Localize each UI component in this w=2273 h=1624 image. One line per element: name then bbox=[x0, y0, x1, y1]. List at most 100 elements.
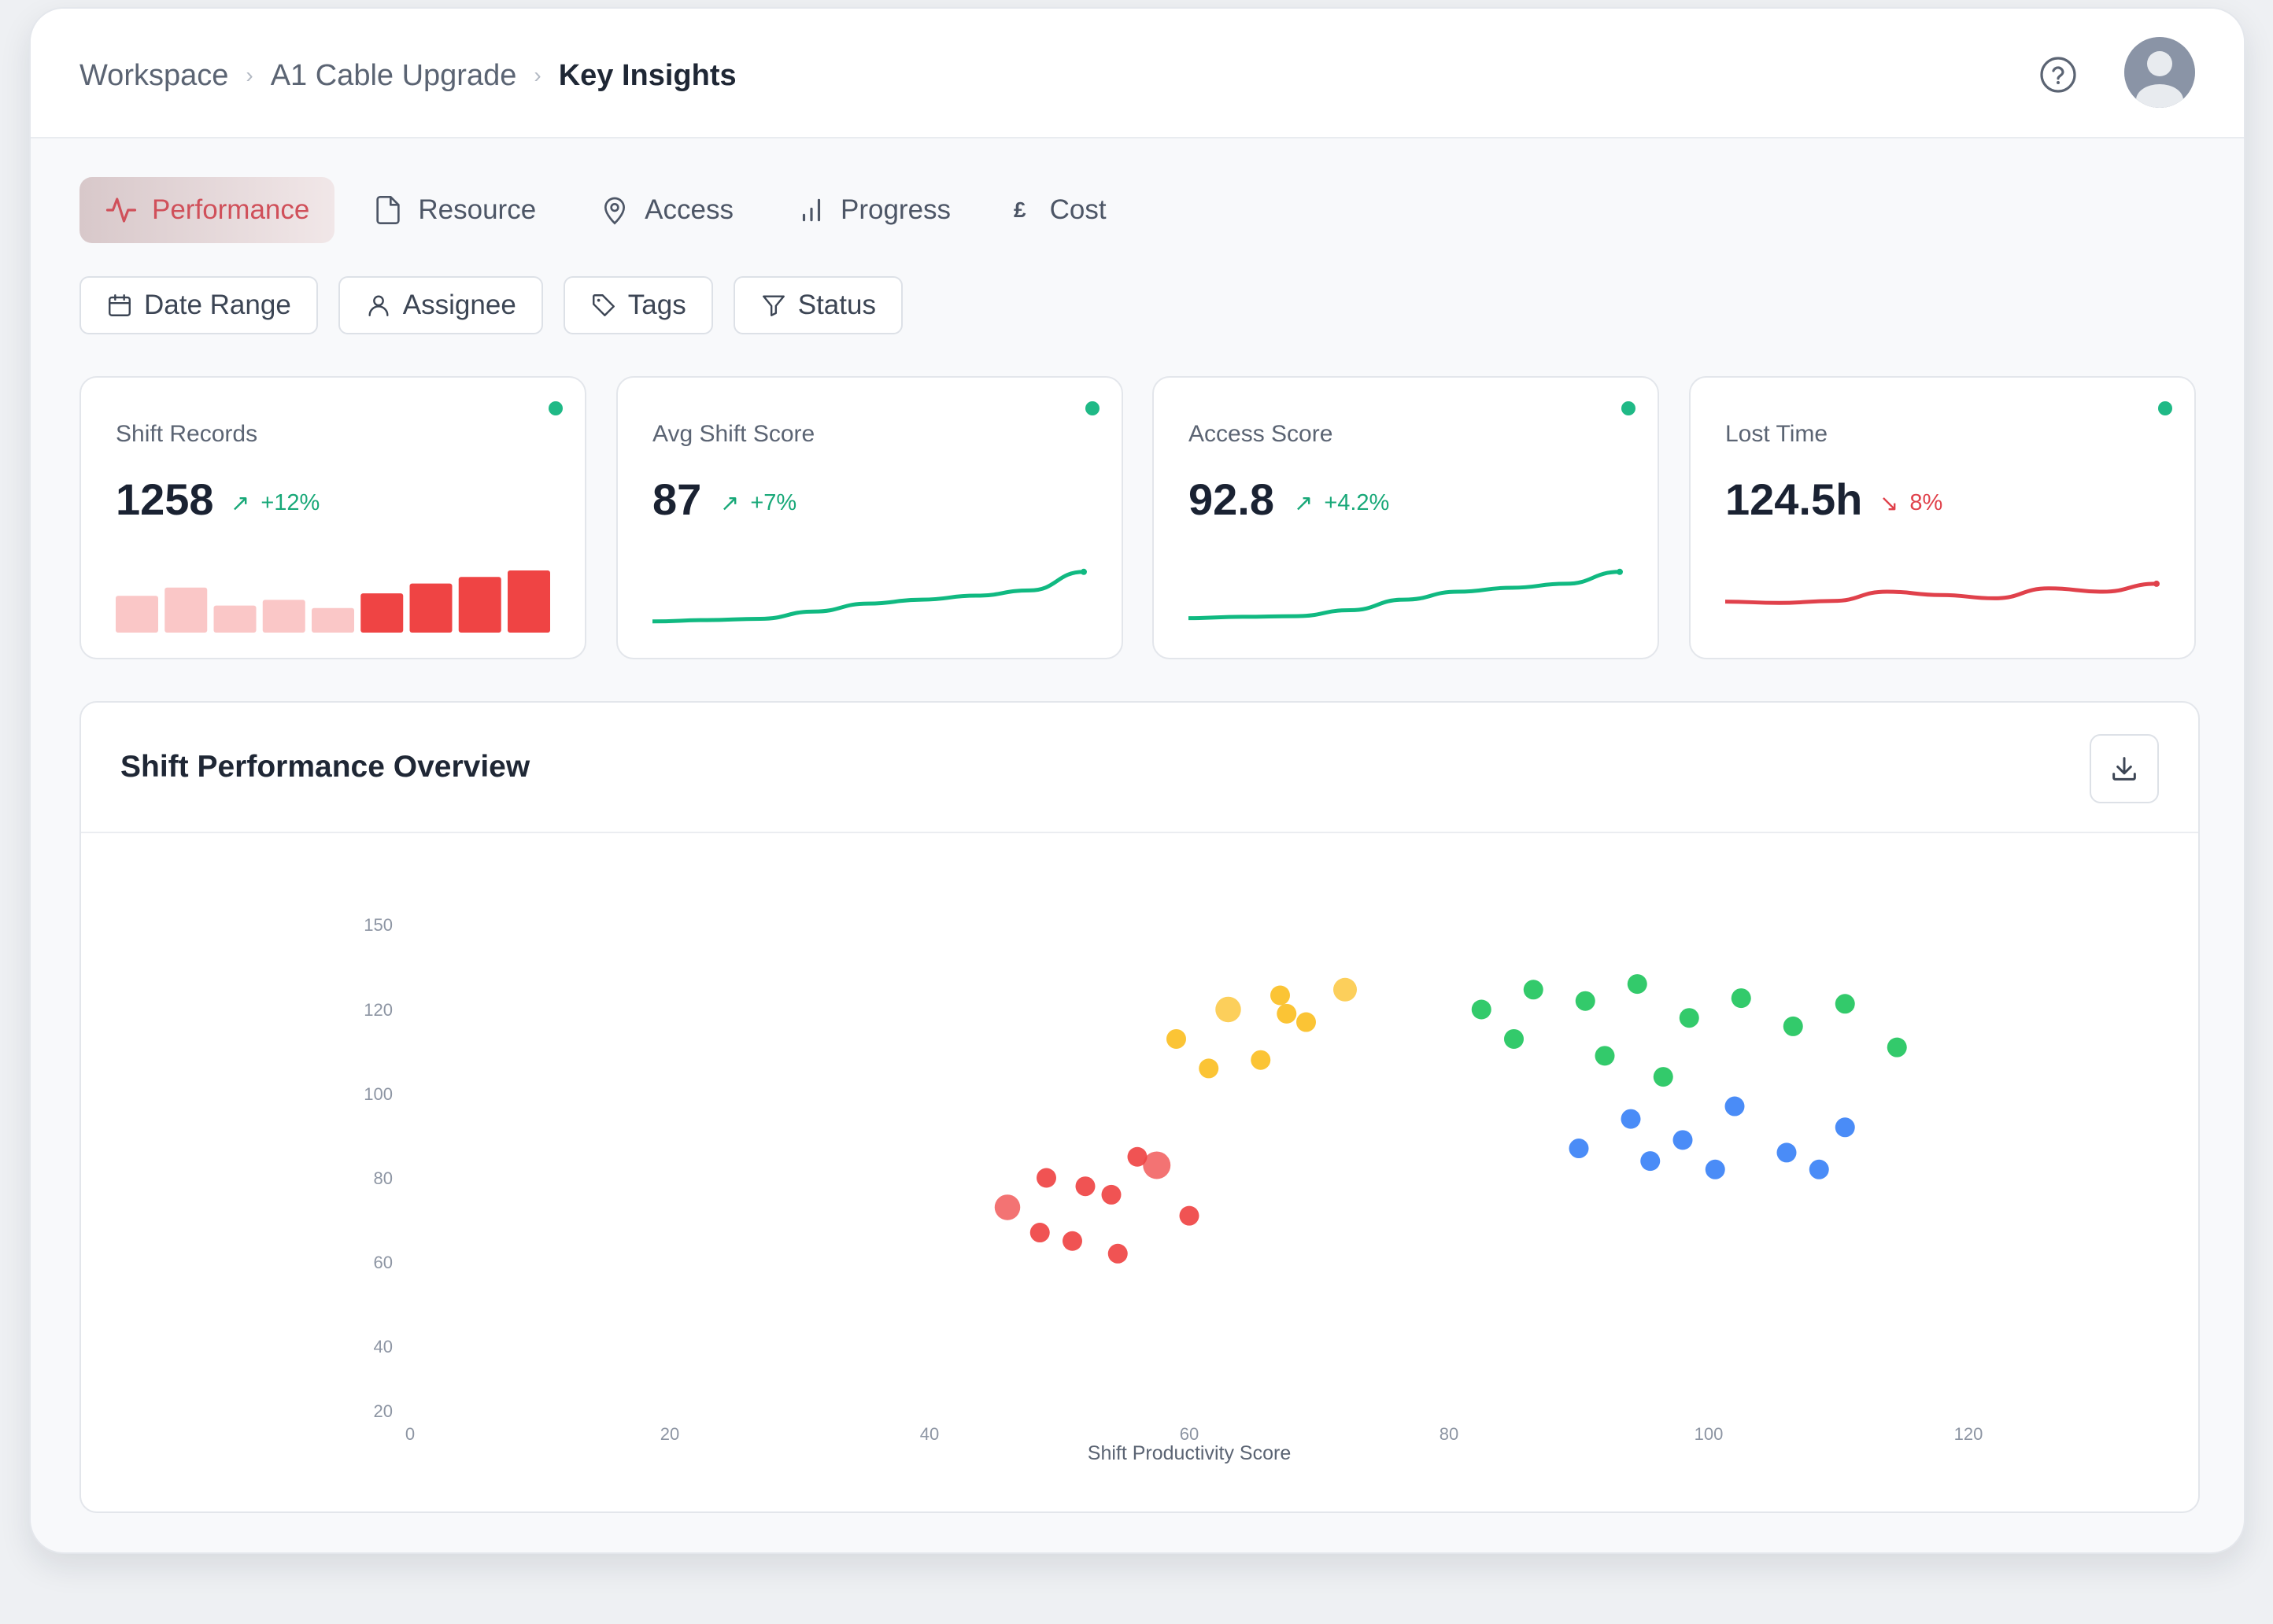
kpi-delta: ↗ +4.2% bbox=[1294, 489, 1389, 517]
tab-resource[interactable]: Resource bbox=[347, 177, 561, 243]
download-button[interactable] bbox=[2090, 734, 2159, 803]
scatter-point[interactable] bbox=[1199, 1058, 1219, 1079]
user-icon bbox=[368, 295, 389, 316]
kpi-card-access-score[interactable]: Access Score 92.8 ↗ +4.2% bbox=[1152, 376, 1659, 659]
scatter-point[interactable] bbox=[1523, 980, 1543, 1000]
breadcrumb-separator-icon: › bbox=[534, 63, 541, 87]
kpi-delta-value: +12% bbox=[261, 490, 320, 515]
sparkline bbox=[1188, 568, 1623, 621]
arrow-down-right-icon: ↘ bbox=[1879, 491, 1899, 516]
scatter-point[interactable] bbox=[1653, 1067, 1673, 1087]
scatter-point[interactable] bbox=[1783, 1016, 1803, 1036]
scatter-point[interactable] bbox=[1166, 1028, 1186, 1049]
assignee-filter[interactable]: Assignee bbox=[338, 276, 543, 334]
scatter-point[interactable] bbox=[1621, 1109, 1641, 1129]
status-dot bbox=[2158, 401, 2172, 415]
scatter-point[interactable] bbox=[1215, 996, 1241, 1023]
arrow-up-right-icon: ↗ bbox=[231, 491, 250, 516]
x-tick-label: 40 bbox=[920, 1424, 939, 1444]
scatter-point[interactable] bbox=[1101, 1184, 1122, 1205]
x-tick-label: 20 bbox=[660, 1424, 679, 1444]
status-dot bbox=[549, 401, 563, 415]
kpi-value: 87 bbox=[652, 474, 702, 524]
filter-label: Date Range bbox=[144, 290, 291, 320]
scatter-point[interactable] bbox=[1179, 1205, 1199, 1226]
kpi-card-lost-time[interactable]: Lost Time 124.5h ↘ 8% bbox=[1689, 376, 2196, 659]
spark-bar bbox=[458, 577, 501, 633]
x-tick-label: 120 bbox=[1954, 1424, 1983, 1444]
panel-title: Shift Performance Overview bbox=[120, 750, 530, 784]
scatter-point[interactable] bbox=[1251, 1050, 1271, 1070]
y-tick-label: 60 bbox=[374, 1253, 393, 1272]
scatter-point[interactable] bbox=[1270, 985, 1290, 1006]
scatter-point[interactable] bbox=[1127, 1146, 1148, 1167]
status-filter[interactable]: Status bbox=[733, 276, 903, 334]
scatter-point[interactable] bbox=[1575, 991, 1595, 1011]
scatter-point[interactable] bbox=[1143, 1151, 1171, 1179]
y-tick-label: 40 bbox=[374, 1337, 393, 1356]
spark-endpoint bbox=[1617, 568, 1623, 575]
scatter-point[interactable] bbox=[1887, 1037, 1907, 1057]
scatter-point[interactable] bbox=[1063, 1231, 1082, 1251]
kpi-card-avg-shift-score[interactable]: Avg Shift Score 87 ↗ +7% bbox=[616, 376, 1123, 659]
tab-access[interactable]: Access bbox=[574, 177, 759, 243]
spark-endpoint bbox=[2153, 580, 2160, 587]
scatter-point[interactable] bbox=[1776, 1142, 1797, 1163]
filter-bar: Date Range Assignee Tags Status bbox=[79, 276, 923, 334]
scatter-point[interactable] bbox=[1333, 977, 1357, 1002]
scatter-point[interactable] bbox=[1569, 1139, 1589, 1159]
breadcrumb-project[interactable]: A1 Cable Upgrade bbox=[270, 58, 517, 92]
scatter-point[interactable] bbox=[1471, 999, 1491, 1020]
app-window: Workspace › A1 Cable Upgrade › Key Insig… bbox=[29, 7, 2245, 1554]
tab-label: Resource bbox=[418, 194, 537, 225]
bar-chart-icon bbox=[802, 198, 821, 222]
panel-header: Shift Performance Overview bbox=[81, 703, 2198, 833]
filter-label: Status bbox=[797, 290, 876, 320]
spark-endpoint bbox=[1081, 568, 1087, 575]
scatter-point[interactable] bbox=[1504, 1028, 1524, 1049]
scatter-point[interactable] bbox=[1029, 1223, 1050, 1243]
scatter-point[interactable] bbox=[1705, 1159, 1725, 1179]
kpi-delta: ↗ +7% bbox=[720, 489, 796, 517]
scatter-point[interactable] bbox=[1731, 988, 1751, 1009]
scatter-point[interactable] bbox=[1835, 994, 1855, 1014]
scatter-point[interactable] bbox=[1037, 1168, 1056, 1188]
y-tick-label: 100 bbox=[364, 1084, 393, 1104]
date-range-filter[interactable]: Date Range bbox=[79, 276, 318, 334]
kpi-value: 1258 bbox=[116, 474, 214, 524]
scatter-point[interactable] bbox=[994, 1194, 1021, 1220]
tag-icon bbox=[592, 294, 615, 316]
arrow-up-right-icon: ↗ bbox=[1294, 491, 1314, 516]
scatter-point[interactable] bbox=[1075, 1176, 1096, 1197]
spark-bar bbox=[213, 605, 257, 633]
tab-label: Progress bbox=[840, 194, 952, 225]
scatter-point[interactable] bbox=[1672, 1130, 1693, 1150]
scatter-point[interactable] bbox=[1107, 1243, 1128, 1264]
scatter-point[interactable] bbox=[1724, 1096, 1745, 1116]
tab-performance[interactable]: Performance bbox=[79, 177, 335, 243]
scatter-point[interactable] bbox=[1640, 1151, 1661, 1172]
filter-icon bbox=[762, 295, 785, 316]
filter-label: Assignee bbox=[402, 290, 516, 320]
spark-bar bbox=[409, 583, 453, 633]
tab-cost[interactable]: £ Cost bbox=[989, 177, 1132, 243]
scatter-point[interactable] bbox=[1277, 1003, 1297, 1024]
kpi-title: Lost Time bbox=[1725, 421, 1828, 447]
scatter-point[interactable] bbox=[1679, 1008, 1699, 1028]
breadcrumb-workspace[interactable]: Workspace bbox=[79, 58, 229, 92]
scatter-point[interactable] bbox=[1627, 974, 1647, 995]
tags-filter[interactable]: Tags bbox=[563, 276, 713, 334]
chart-panel: Shift Performance Overview 20 40 60 80 100 12… bbox=[79, 701, 2200, 1513]
scatter-point[interactable] bbox=[1595, 1046, 1615, 1066]
tab-progress[interactable]: Progress bbox=[771, 177, 976, 243]
spark-bar bbox=[262, 600, 305, 633]
scatter-point[interactable] bbox=[1809, 1159, 1829, 1179]
kpi-card-shift-records[interactable]: Shift Records 1258 ↗ +12% bbox=[79, 376, 586, 659]
kpi-delta-value: 8% bbox=[1909, 490, 1943, 515]
avatar[interactable] bbox=[2124, 37, 2195, 108]
kpi-delta: ↗ +12% bbox=[231, 489, 320, 517]
scatter-point[interactable] bbox=[1835, 1117, 1855, 1138]
help-circle-icon[interactable] bbox=[2038, 54, 2079, 95]
kpi-title: Shift Records bbox=[116, 421, 258, 447]
scatter-point[interactable] bbox=[1296, 1012, 1316, 1032]
